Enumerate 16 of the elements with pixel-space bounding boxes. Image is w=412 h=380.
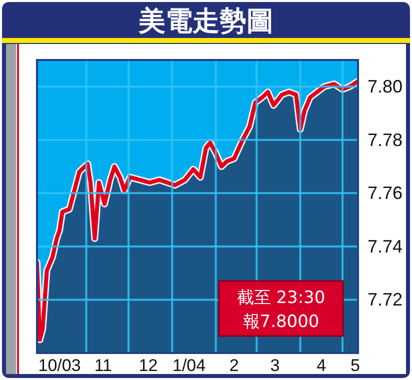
x-tick-label: 5: [350, 356, 360, 375]
x-tick-label: 4: [316, 356, 326, 375]
y-tick-label: 7.80: [367, 76, 403, 97]
annotation: 截至 23:30: [236, 288, 326, 308]
x-tick-label: 11: [94, 356, 112, 375]
x-tick-label: 1/04: [172, 356, 206, 375]
y-tick-label: 7.78: [367, 130, 403, 150]
annotation: 報7.8000: [242, 312, 320, 332]
x-tick-label: 12: [138, 356, 158, 375]
chart-title: 美電走勢圖: [138, 6, 274, 37]
y-tick-label: 7.74: [367, 236, 403, 256]
x-tick-label: 3: [270, 356, 280, 375]
x-tick-label: 2: [229, 356, 239, 375]
y-tick-label: 7.76: [367, 183, 403, 204]
x-tick-label: 10/03: [38, 356, 81, 375]
y-tick-label: 7.72: [367, 290, 403, 310]
